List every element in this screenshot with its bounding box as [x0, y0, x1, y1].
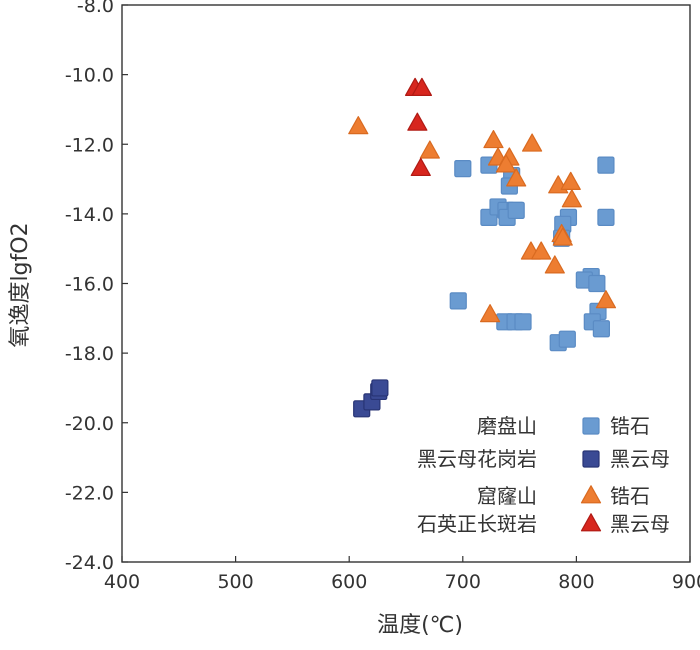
x-axis-title: 温度(℃) — [377, 613, 463, 638]
data-point-triangle — [531, 241, 552, 260]
legend-square-symbol — [582, 417, 600, 435]
x-tick-label: 700 — [445, 571, 481, 593]
legend-triangle-symbol — [580, 513, 602, 532]
data-point-triangle — [479, 304, 501, 323]
data-point-square — [597, 208, 615, 226]
series-2 — [348, 116, 617, 323]
data-points — [348, 77, 617, 418]
legend-group-1-title-line-1: 磨盘山 — [477, 414, 537, 438]
legend-square-symbol — [582, 450, 600, 468]
y-tick-label: -12.0 — [65, 134, 114, 156]
y-tick-label: -14.0 — [65, 204, 114, 226]
data-point-triangle — [560, 171, 581, 190]
data-point-triangle — [561, 189, 582, 208]
data-point-triangle — [419, 140, 440, 159]
data-point-triangle — [410, 157, 431, 177]
y-tick-label: -18.0 — [65, 343, 114, 365]
legend: 磨盘山 黑云母花岗岩 锆石 黑云母 窟窿山 石英正长斑岩 锆石 黑云母 — [417, 414, 670, 536]
x-tick-label: 600 — [331, 571, 367, 593]
y-tick-label: -10.0 — [65, 65, 114, 87]
legend-marker-zircon-triangle — [580, 485, 602, 504]
data-point-triangle — [348, 116, 369, 135]
data-point-square — [558, 330, 576, 348]
y-tick-label: -16.0 — [65, 274, 114, 296]
y-tick-label: -22.0 — [65, 482, 114, 504]
legend-label-biotite-2: 黑云母 — [610, 512, 670, 536]
data-point-square — [597, 156, 615, 174]
data-point-triangle — [495, 154, 517, 173]
data-point-square — [588, 274, 606, 293]
data-point-triangle — [407, 112, 428, 131]
data-point-triangle — [483, 129, 504, 149]
axis-ticks: 400 500 600 700 800 900 -24.0 -22.0 -20.0 -18.0 -1… — [65, 0, 700, 593]
legend-triangle-symbol — [580, 485, 602, 504]
legend-group-2-title-line-1: 窟窿山 — [477, 484, 537, 508]
data-point-triangle — [521, 133, 543, 152]
x-tick-label: 500 — [217, 571, 253, 593]
x-tick-label: 400 — [104, 571, 140, 593]
data-point-square — [507, 201, 525, 219]
data-point-triangle — [411, 77, 433, 96]
x-tick-label: 900 — [672, 571, 700, 593]
legend-label-zircon-2: 锆石 — [610, 484, 650, 508]
y-tick-label: -20.0 — [65, 413, 114, 435]
data-point-triangle — [544, 255, 565, 274]
legend-group-1-title-line-2: 黑云母花岗岩 — [417, 447, 537, 471]
data-point-square — [592, 320, 610, 338]
data-point-square — [454, 160, 472, 178]
legend-label-zircon-1: 锆石 — [610, 414, 650, 438]
data-point-triangle — [552, 227, 573, 246]
legend-label-biotite-1: 黑云母 — [610, 447, 670, 471]
data-point-square — [449, 292, 467, 310]
legend-marker-biotite-square — [582, 450, 600, 468]
data-point-square — [514, 313, 532, 331]
x-tick-label: 800 — [558, 571, 594, 593]
series-1 — [353, 379, 389, 418]
data-point-square — [371, 379, 389, 397]
y-tick-label: -24.0 — [65, 552, 114, 574]
y-tick-label: -8.0 — [77, 0, 114, 17]
legend-marker-biotite-triangle — [580, 513, 602, 532]
legend-group-2-title-line-2: 石英正长斑岩 — [417, 512, 537, 536]
series-3 — [404, 77, 433, 177]
legend-marker-zircon-square — [582, 417, 600, 435]
y-axis-title: 氧逸度lgfO2 — [8, 222, 33, 347]
data-point-triangle — [506, 168, 527, 187]
data-point-triangle — [595, 290, 617, 309]
